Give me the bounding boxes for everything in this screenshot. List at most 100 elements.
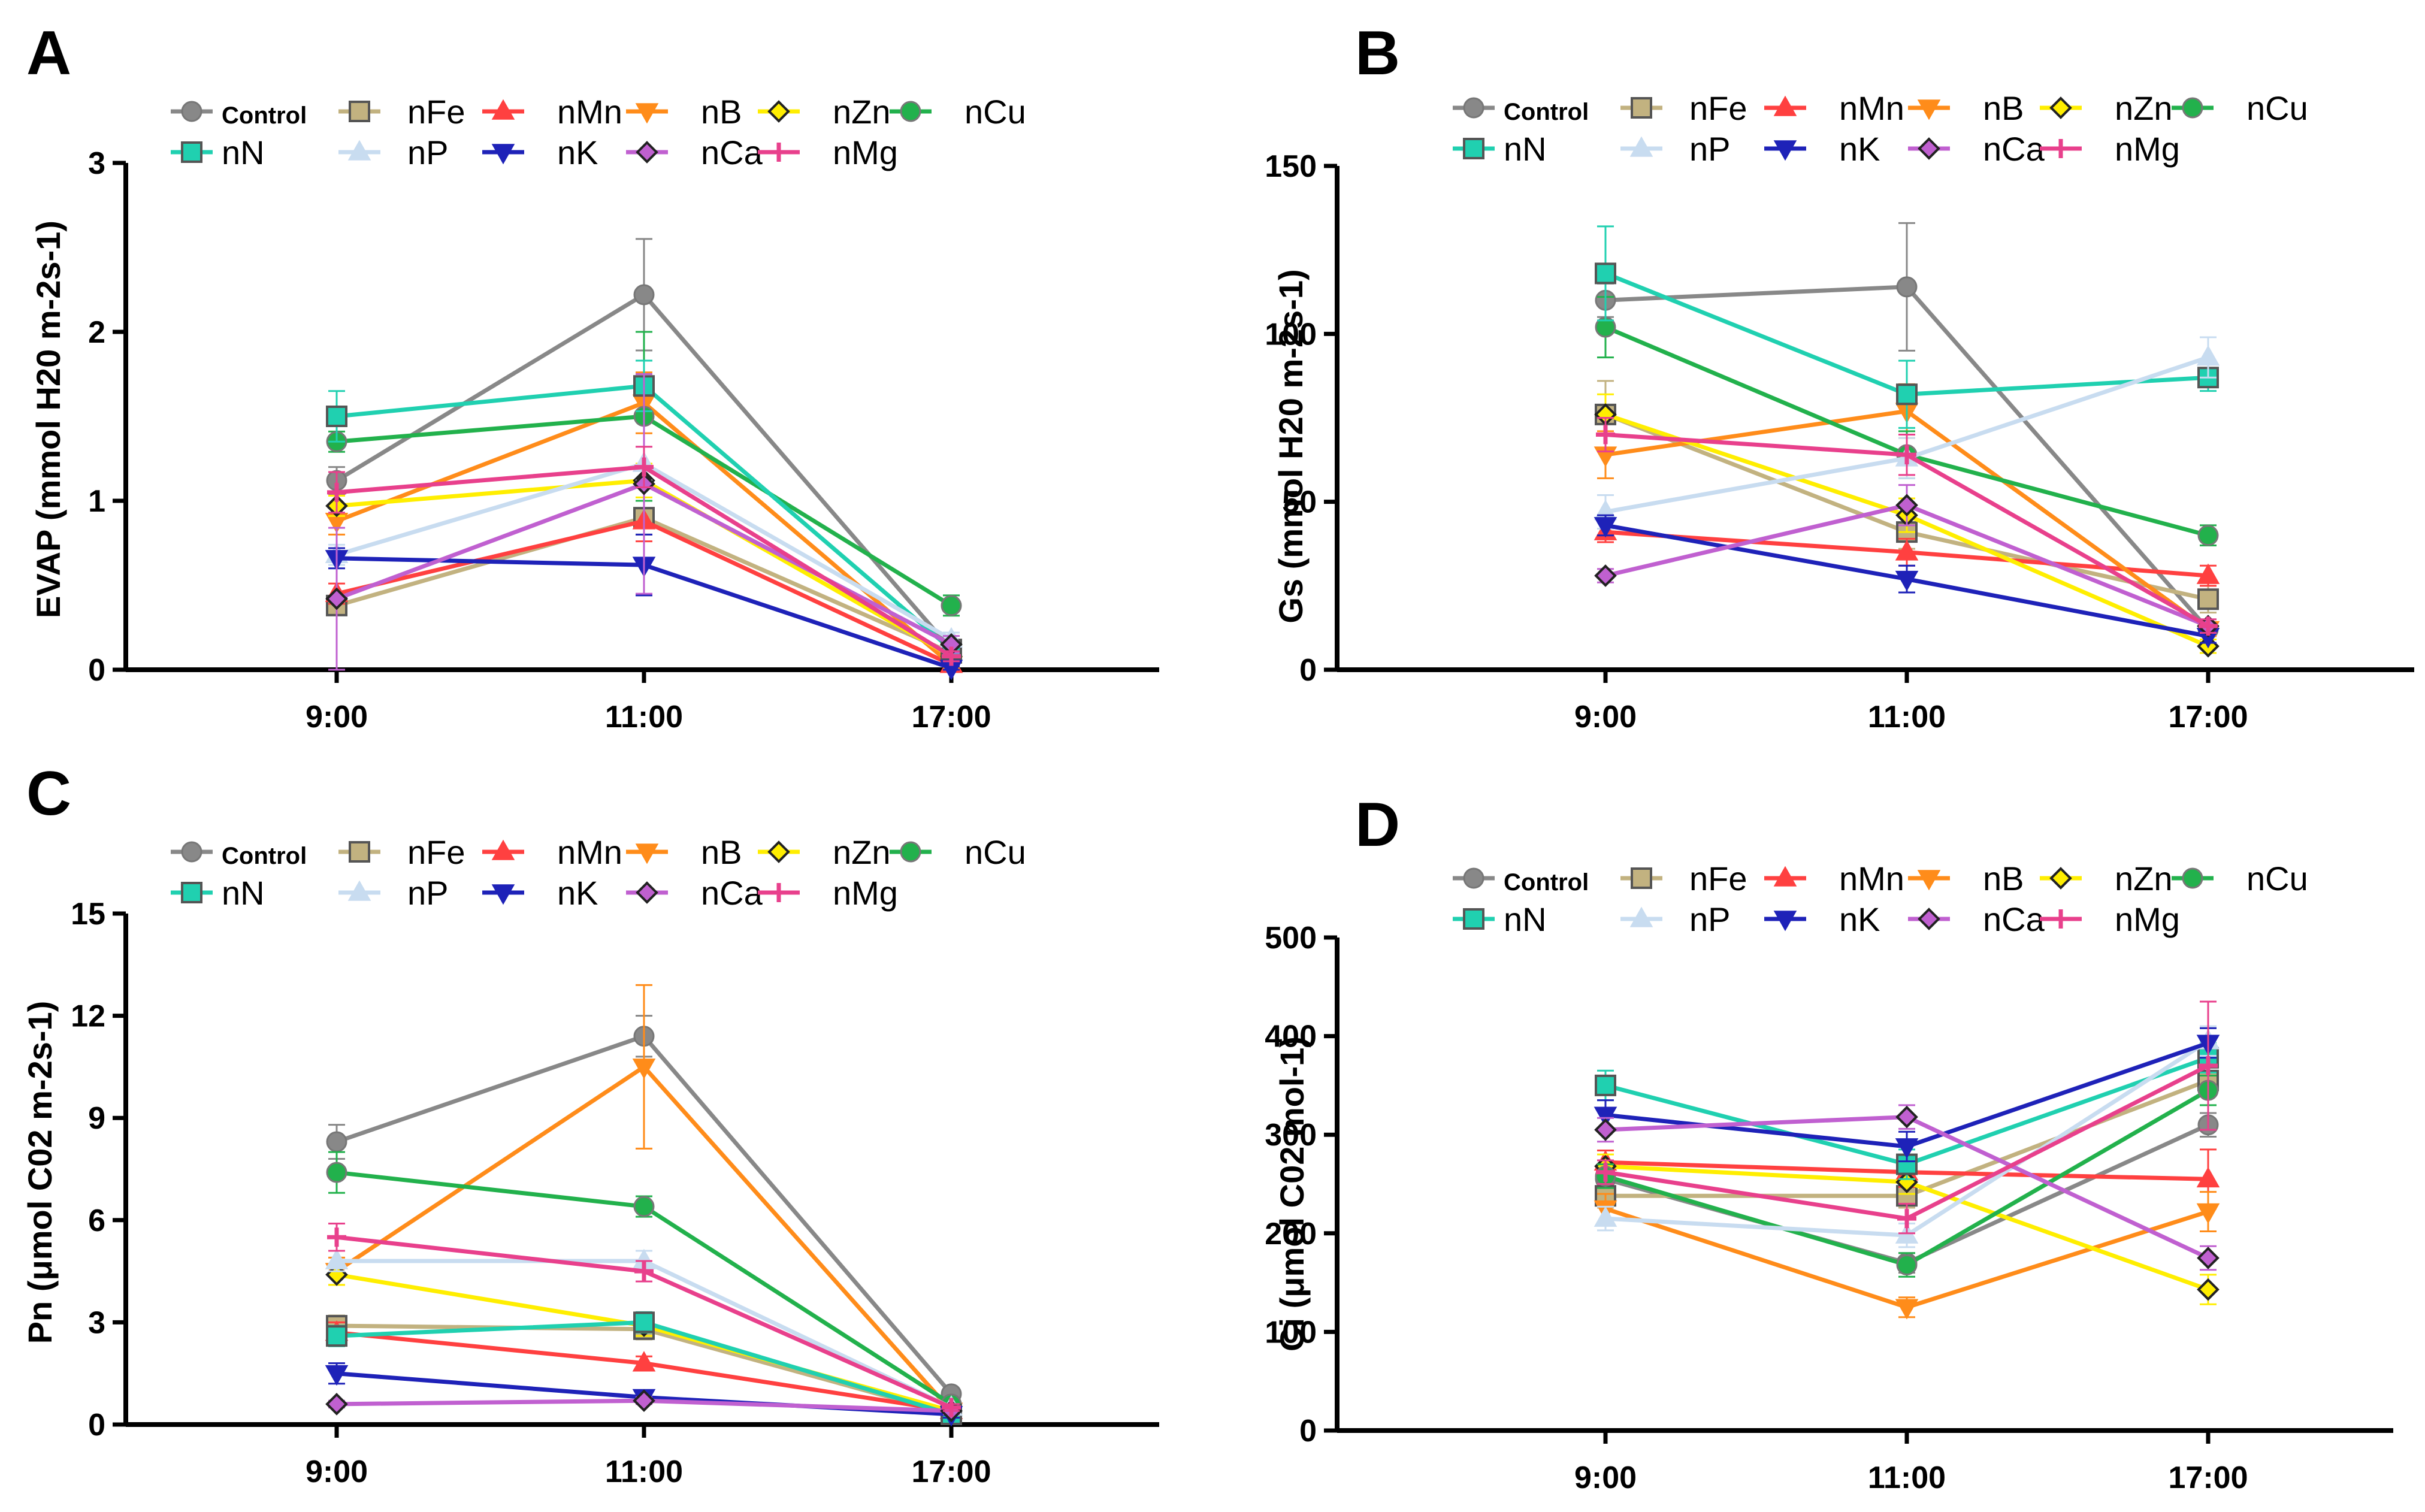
data-point-nn	[1595, 262, 1616, 285]
legend-marker-nmg	[2051, 909, 2070, 929]
legend-label-nca: nCa	[701, 134, 763, 171]
data-point-nn	[1896, 383, 1918, 406]
y-tick-label: 0	[88, 653, 105, 688]
legend-marker-nb	[635, 103, 659, 124]
legend-label-nmn: nMn	[557, 833, 622, 871]
legend-label-nfe: nFe	[407, 93, 465, 131]
legend-marker-nmg	[769, 883, 788, 902]
legend-marker-nb	[1917, 870, 1941, 891]
data-point-nk	[1594, 517, 1617, 538]
data-point-nb	[632, 1059, 656, 1079]
plot-a: 0 1 2 3 9:00 11:00 17:00	[88, 146, 1159, 734]
data-point-np	[325, 1248, 349, 1269]
legend-label-ncu: nCu	[2246, 89, 2308, 127]
x-tick-label: 9:00	[1574, 700, 1637, 734]
y-tick-label: 100	[1265, 1315, 1317, 1350]
legend-label-nk: nK	[557, 874, 598, 912]
data-point-control	[1896, 276, 1918, 298]
legend-label-nmg: nMg	[833, 874, 898, 912]
data-point-nmg	[1596, 425, 1615, 444]
legend-d: Control nFe nMn nB nZn nCu nN nP nK nCa nMg	[1453, 860, 2308, 938]
x-tick-label: 9:00	[1574, 1460, 1637, 1495]
panel-b: B Gs (mmol H20 m-2s-1) Control nFe nMn nB nZ…	[1265, 19, 2414, 734]
legend-label-nca: nCa	[1983, 130, 2045, 168]
x-tick-label: 17:00	[912, 700, 991, 734]
data-point-nmg	[2199, 1056, 2218, 1075]
legend-marker-nn	[1463, 138, 1484, 159]
legend-item-nn: nN	[171, 874, 265, 912]
y-axis-title-b: Gs (mmol H20 m-2s-1)	[1272, 269, 1310, 623]
legend-label-ncu: nCu	[964, 833, 1026, 871]
legend-label-nfe: nFe	[1689, 860, 1747, 897]
data-point-nk	[1594, 1106, 1617, 1127]
legend-marker-nk	[491, 884, 515, 905]
legend-item-np: nP	[338, 874, 449, 912]
panel-letter-b: B	[1355, 19, 1400, 88]
legend-marker-nmn	[491, 99, 515, 120]
legend-label-control: Control	[1504, 869, 1589, 896]
legend-marker-nmn	[1773, 95, 1797, 116]
y-tick-label: 0	[1299, 653, 1317, 688]
legend-item-nzn: nZn	[2040, 89, 2173, 127]
legend-marker-nk	[1773, 140, 1797, 161]
series-nk	[1594, 514, 2220, 649]
data-point-nb	[2196, 1203, 2220, 1224]
legend-marker-nn	[181, 141, 202, 163]
legend-label-nb: nB	[701, 833, 742, 871]
data-point-nmg	[1897, 1209, 1916, 1229]
legend-marker-ncu	[900, 101, 921, 122]
legend-marker-nn	[1463, 908, 1484, 930]
data-point-nmn	[632, 1351, 656, 1372]
legend-label-nmg: nMg	[2115, 900, 2180, 938]
y-axis-title-d: Ci (μmol C02 mol-1)	[1273, 1036, 1311, 1351]
legend-item-nfe: nFe	[338, 93, 465, 131]
legend-label-ncu: nCu	[964, 93, 1026, 131]
data-point-ncu	[1896, 1254, 1918, 1275]
series-nmg	[1596, 1000, 2218, 1235]
legend-c: Control nFe nMn nB nZn nCu nN nP nK nCa nMg	[171, 833, 1026, 912]
legend-item-nca: nCa	[626, 874, 763, 912]
legend-marker-nzn	[2049, 867, 2072, 890]
legend-marker-ncu	[2182, 867, 2203, 889]
data-point-nmn	[2196, 563, 2220, 584]
y-tick-label: 9	[88, 1101, 105, 1136]
legend-label-nfe: nFe	[407, 833, 465, 871]
legend-item-ncu: nCu	[2172, 860, 2308, 897]
legend-label-nn: nN	[1504, 900, 1547, 938]
legend-item-ncu: nCu	[890, 833, 1026, 871]
series-nca	[1594, 1104, 2220, 1271]
series-ncu	[326, 1151, 962, 1415]
legend-a: Control nFe nMn nB nZn nCu nN nP nK nCa nMg	[171, 93, 1026, 171]
legend-marker-nca	[636, 881, 658, 904]
panel-c: C Pn (μmol C02 m-2s-1) Control nFe nMn nB nZ…	[21, 759, 1159, 1489]
y-tick-label: 50	[1282, 485, 1317, 520]
legend-item-nn: nN	[1453, 900, 1547, 938]
legend-item-nb: nB	[1908, 860, 2024, 897]
legend-item-nzn: nZn	[2040, 860, 2173, 897]
x-tick-label: 17:00	[2169, 1460, 2248, 1495]
data-point-nca	[633, 1389, 655, 1413]
data-point-nmg	[942, 646, 961, 666]
legend-item-ncu: nCu	[2172, 89, 2308, 127]
legend-label-np: nP	[407, 134, 449, 171]
data-point-control	[326, 1131, 347, 1153]
legend-label-nb: nB	[701, 93, 742, 131]
legend-marker-nzn	[767, 840, 790, 863]
legend-label-np: nP	[1689, 130, 1731, 168]
legend-item-nn: nN	[171, 134, 265, 171]
legend-marker-ncu	[900, 841, 921, 863]
data-point-control	[633, 284, 655, 306]
panel-a: A EVAP (mmol H20 m-2s-1) Control nFe nMn nB…	[26, 19, 1159, 734]
legend-item-nk: nK	[482, 134, 598, 171]
data-point-ncu	[326, 1162, 347, 1183]
y-tick-label: 3	[88, 1305, 105, 1340]
data-point-nk	[325, 1365, 349, 1386]
data-point-nca	[325, 1393, 348, 1416]
data-point-nmg	[1897, 445, 1916, 465]
legend-label-nk: nK	[1839, 900, 1880, 938]
legend-label-nb: nB	[1983, 860, 2024, 897]
legend-item-nca: nCa	[1908, 130, 2045, 168]
data-point-nmg	[942, 1398, 961, 1417]
data-point-nca	[1895, 494, 1918, 517]
y-tick-label: 0	[1299, 1414, 1317, 1449]
